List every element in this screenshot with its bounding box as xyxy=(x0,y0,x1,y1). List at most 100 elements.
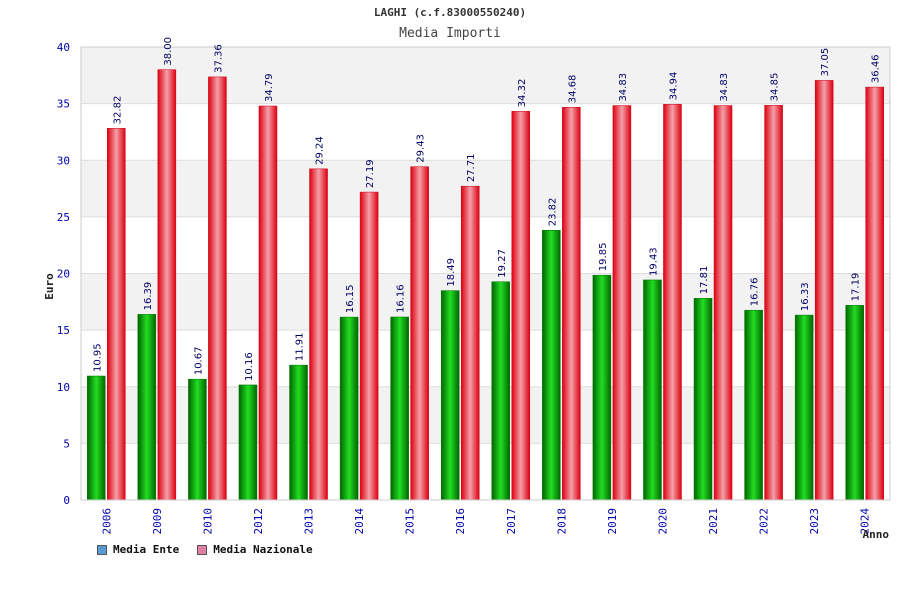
value-label-media-nazionale: 37.05 xyxy=(820,48,831,77)
value-label-media-nazionale: 37.36 xyxy=(213,44,224,73)
value-label-media-ente: 23.82 xyxy=(547,198,558,227)
chart-title: LAGHI (c.f.83000550240) xyxy=(373,6,527,19)
value-label-media-nazionale: 36.46 xyxy=(871,54,882,83)
bar-media-ente xyxy=(289,364,308,501)
x-tick-label: 2018 xyxy=(555,508,568,535)
value-label-media-nazionale: 27.19 xyxy=(365,159,376,188)
bar-media-nazionale xyxy=(562,106,581,501)
value-label-media-ente: 19.27 xyxy=(497,249,508,278)
x-tick-label: 2014 xyxy=(353,508,366,535)
value-label-media-ente: 16.76 xyxy=(750,278,761,307)
value-label-media-ente: 10.16 xyxy=(244,352,255,381)
bar-media-nazionale xyxy=(713,105,733,501)
bar-media-nazionale xyxy=(764,105,783,501)
value-label-media-ente: 19.43 xyxy=(648,247,659,276)
bar-media-ente xyxy=(238,384,258,501)
value-label-media-ente: 16.39 xyxy=(143,282,154,311)
bars xyxy=(87,69,884,501)
y-tick-label: 5 xyxy=(63,437,70,450)
bar-media-nazionale xyxy=(511,111,531,501)
plot-frame xyxy=(80,46,891,501)
value-label-media-ente: 16.33 xyxy=(800,282,811,311)
bar-media-nazionale xyxy=(663,104,682,501)
bar-media-ente xyxy=(693,298,713,501)
bar-media-ente xyxy=(440,290,460,501)
bar-media-nazionale xyxy=(157,69,177,501)
bar-media-ente xyxy=(794,314,814,501)
bar-media-ente xyxy=(845,305,864,501)
value-label-media-nazionale: 27.71 xyxy=(466,154,477,183)
bar-media-nazionale xyxy=(460,185,480,501)
value-label-media-nazionale: 34.85 xyxy=(770,73,781,102)
legend-label-media-nazionale: Media Nazionale xyxy=(213,543,313,556)
x-tick-label: 2013 xyxy=(303,508,316,535)
bar-media-nazionale xyxy=(612,105,632,501)
bar-media-ente xyxy=(491,281,511,501)
value-label-media-ente: 19.85 xyxy=(598,243,609,272)
legend-swatch-media-ente xyxy=(97,544,107,555)
legend-label-media-ente: Media Ente xyxy=(113,543,180,556)
value-label-media-nazionale: 34.68 xyxy=(567,75,578,104)
bar-media-ente xyxy=(87,375,106,501)
bar-media-nazionale xyxy=(309,168,328,501)
x-tick-label: 2022 xyxy=(758,508,771,535)
legend-item-media-ente: Media Ente xyxy=(97,543,179,556)
value-label-media-ente: 11.91 xyxy=(295,332,306,361)
legend-swatch-media-nazionale xyxy=(197,544,208,555)
legend: Media Ente Media Nazionale xyxy=(97,543,313,556)
value-label-media-nazionale: 29.24 xyxy=(315,136,326,165)
y-tick-label: 30 xyxy=(57,154,70,167)
bar-media-nazionale xyxy=(258,105,278,501)
bar-media-nazionale xyxy=(107,128,126,501)
x-axis-label: Anno xyxy=(863,528,890,541)
x-tick-label: 2010 xyxy=(201,508,214,535)
bar-media-ente xyxy=(592,274,612,501)
y-tick-label: 25 xyxy=(57,211,70,224)
bar-media-nazionale xyxy=(410,166,429,501)
value-label-media-ente: 10.95 xyxy=(92,343,103,372)
y-tick-label: 0 xyxy=(63,494,70,507)
value-label-media-ente: 16.16 xyxy=(396,284,407,313)
x-tick-label: 2017 xyxy=(505,508,518,535)
bar-media-nazionale xyxy=(865,86,884,501)
y-tick-label: 35 xyxy=(57,98,70,111)
bar-media-ente xyxy=(339,316,359,501)
value-label-media-nazionale: 34.94 xyxy=(668,72,679,101)
value-label-media-ente: 17.81 xyxy=(699,266,710,295)
x-tick-label: 2009 xyxy=(151,508,164,535)
value-label-media-nazionale: 34.79 xyxy=(264,73,275,102)
y-axis-label: Euro xyxy=(43,273,56,300)
value-label-media-nazionale: 34.32 xyxy=(517,79,528,108)
value-label-media-ente: 16.15 xyxy=(345,284,356,313)
x-tick-label: 2012 xyxy=(252,508,265,535)
y-tick-label: 10 xyxy=(57,381,70,394)
bar-media-ente xyxy=(188,378,207,501)
bar-media-ente xyxy=(542,229,561,501)
bar-media-nazionale xyxy=(208,76,227,501)
value-label-media-nazionale: 34.83 xyxy=(618,73,629,102)
axes xyxy=(80,46,891,501)
bar-media-ente xyxy=(643,279,662,501)
x-tick-label: 2020 xyxy=(656,508,669,535)
x-tick-label: 2023 xyxy=(808,508,821,535)
value-label-media-nazionale: 29.43 xyxy=(416,134,427,163)
legend-item-media-nazionale: Media Nazionale xyxy=(197,543,313,556)
y-tick-label: 20 xyxy=(57,268,70,281)
x-tick-label: 2024 xyxy=(859,508,872,535)
bar-media-ente xyxy=(744,309,763,501)
value-label-media-nazionale: 34.83 xyxy=(719,73,730,102)
x-tick-label: 2021 xyxy=(707,508,720,535)
value-label-media-ente: 18.49 xyxy=(446,258,457,287)
y-tick-label: 40 xyxy=(57,41,70,54)
bar-media-nazionale xyxy=(359,191,379,501)
bar-media-nazionale xyxy=(814,80,834,501)
bar-media-ente xyxy=(137,314,157,501)
x-tick-label: 2019 xyxy=(606,508,619,535)
value-label-media-nazionale: 32.82 xyxy=(112,96,123,125)
value-label-media-nazionale: 38.00 xyxy=(163,37,174,66)
y-tick-label: 15 xyxy=(57,324,70,337)
labels: 0 5 10 15 20 25 30 35 40 10.95 32.82 2006 16.39 38.00… xyxy=(43,37,889,541)
x-tick-label: 2016 xyxy=(454,508,467,535)
